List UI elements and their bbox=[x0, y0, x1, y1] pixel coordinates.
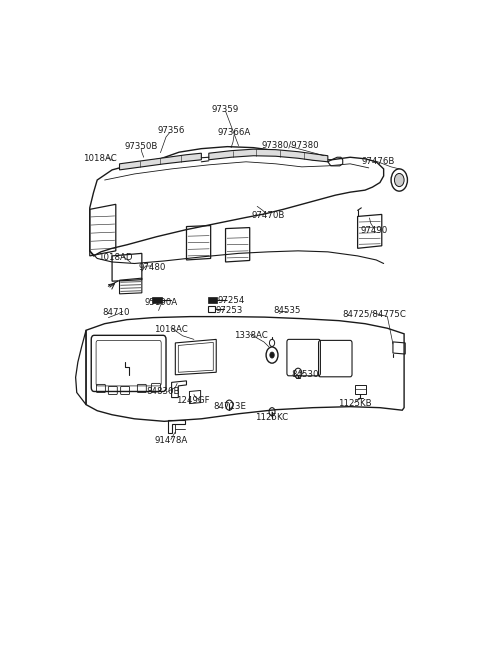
FancyBboxPatch shape bbox=[152, 298, 162, 304]
Text: 97359: 97359 bbox=[212, 104, 239, 114]
Text: 97356: 97356 bbox=[158, 126, 185, 135]
Text: 1249GF: 1249GF bbox=[176, 396, 210, 405]
Text: 84535: 84535 bbox=[273, 306, 300, 315]
Text: 97366A: 97366A bbox=[217, 129, 251, 137]
Text: 1125KB: 1125KB bbox=[338, 399, 372, 408]
Text: 97490: 97490 bbox=[360, 226, 388, 235]
Text: 91478A: 91478A bbox=[154, 436, 188, 445]
Circle shape bbox=[395, 173, 404, 187]
Text: 97380/97380: 97380/97380 bbox=[262, 140, 320, 149]
Text: 84710: 84710 bbox=[102, 308, 130, 317]
Text: 84830B: 84830B bbox=[147, 387, 180, 396]
Text: 1125KC: 1125KC bbox=[255, 413, 288, 422]
Text: 84725/84775C: 84725/84775C bbox=[342, 309, 406, 319]
Text: 1018AC: 1018AC bbox=[154, 325, 188, 334]
Text: 97254: 97254 bbox=[217, 296, 245, 305]
Text: 1338AC: 1338AC bbox=[234, 331, 267, 340]
Polygon shape bbox=[120, 153, 202, 170]
Circle shape bbox=[270, 352, 274, 358]
Text: 97480: 97480 bbox=[139, 263, 166, 272]
Text: 1018AD: 1018AD bbox=[98, 253, 132, 262]
Text: 97253: 97253 bbox=[216, 306, 243, 315]
FancyBboxPatch shape bbox=[208, 298, 217, 303]
Text: 1018AC: 1018AC bbox=[84, 154, 117, 164]
Text: 97350B: 97350B bbox=[124, 142, 158, 151]
Polygon shape bbox=[209, 149, 328, 162]
Text: 95190A: 95190A bbox=[144, 298, 178, 307]
Text: 97476B: 97476B bbox=[361, 157, 395, 166]
Text: 84530: 84530 bbox=[292, 371, 319, 379]
Text: 84723E: 84723E bbox=[213, 401, 246, 411]
Text: 97470B: 97470B bbox=[252, 211, 285, 220]
